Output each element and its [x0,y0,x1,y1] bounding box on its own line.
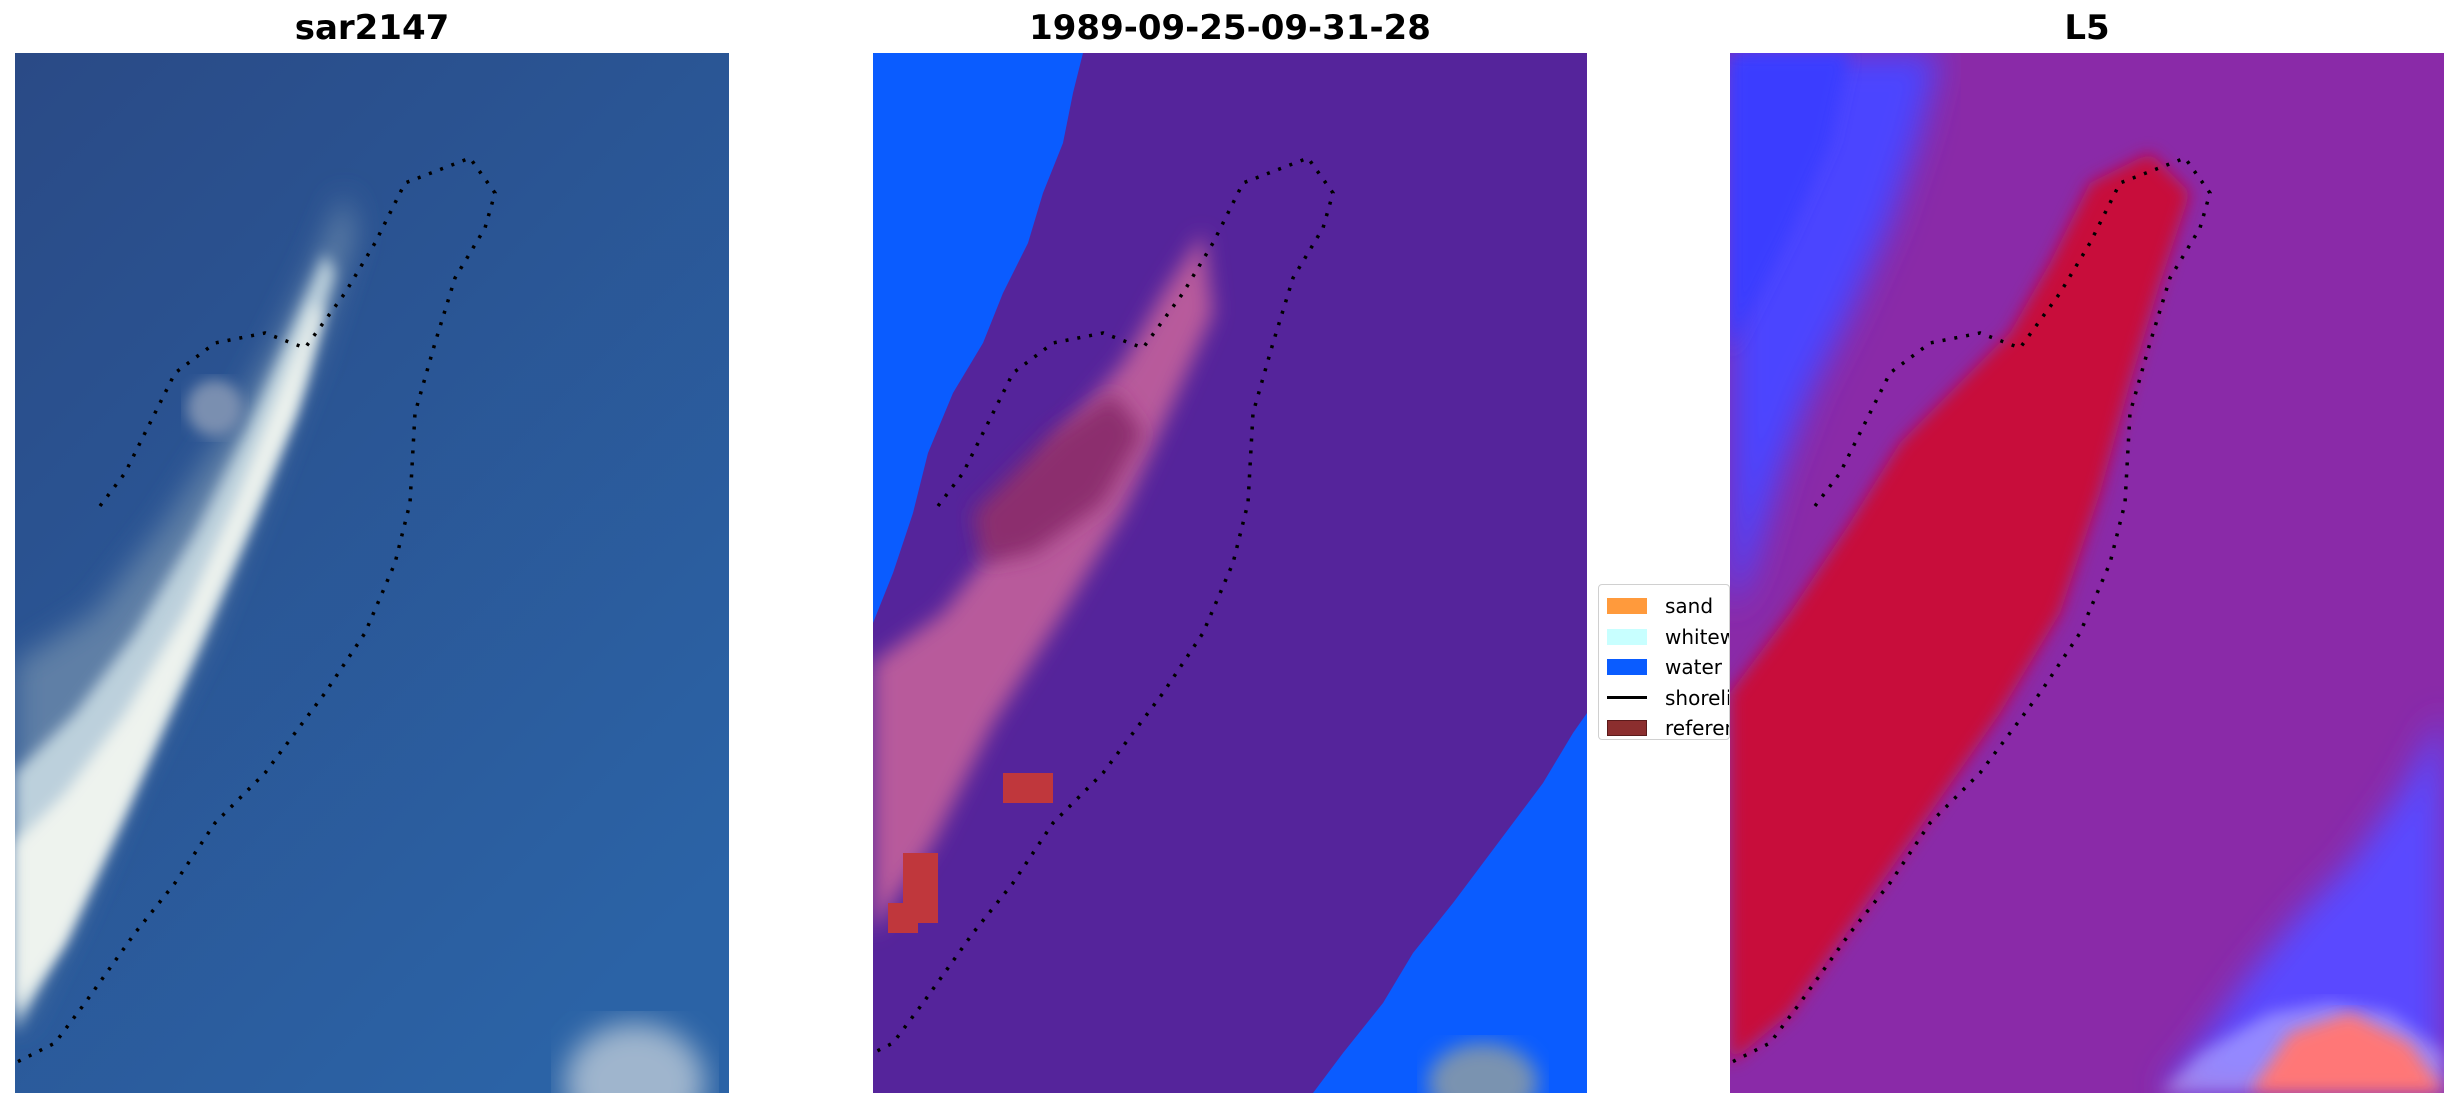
legend-label-reference-shoreline: reference shoreline [1665,716,1729,740]
legend-label-shoreline: shoreline [1665,685,1729,710]
legend-label-sand: sand [1665,594,1714,619]
l5-high-region [1730,153,2190,1063]
legend-swatch-sand [1607,598,1647,615]
legend-item-reference-shoreline: reference shoreline [1607,713,1729,740]
shoreline-dots [873,155,1335,1055]
legend-item-sand: sand [1607,591,1729,622]
panel-title-classification: 1989-09-25-09-31-28 [1029,8,1431,48]
rgb-image-panel [15,53,729,1093]
panel-title-rgb: sar2147 [294,8,450,48]
legend-label-water: water [1665,655,1722,680]
legend-line-shoreline [1607,696,1647,700]
classification-panel [873,53,1587,1093]
legend-swatch-reference-shoreline [1607,720,1647,737]
legend-swatch-water [1607,659,1647,676]
legend-swatch-whitewater [1607,628,1647,645]
water-region-left [873,53,1083,623]
rgb-image [15,53,729,1093]
legend-item-water: water [1607,652,1729,683]
l5-image [1730,53,2444,1093]
water-region-right [1313,713,1587,1093]
legend-item-shoreline: shoreline [1607,683,1729,714]
panel-title-l5: L5 [2064,8,2110,48]
shoreline-dots [15,155,497,1065]
l5-panel [1730,53,2444,1093]
shoreline-dots [1730,155,2212,1065]
classification-map [873,53,1587,1093]
